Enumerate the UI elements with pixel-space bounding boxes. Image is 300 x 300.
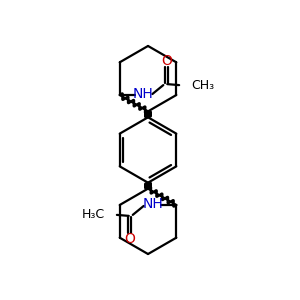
Text: H₃C: H₃C (82, 208, 105, 221)
Text: O: O (161, 54, 172, 68)
Text: NH: NH (133, 87, 154, 101)
Text: O: O (124, 232, 135, 246)
Text: NH: NH (142, 197, 163, 211)
Text: CH₃: CH₃ (191, 79, 214, 92)
